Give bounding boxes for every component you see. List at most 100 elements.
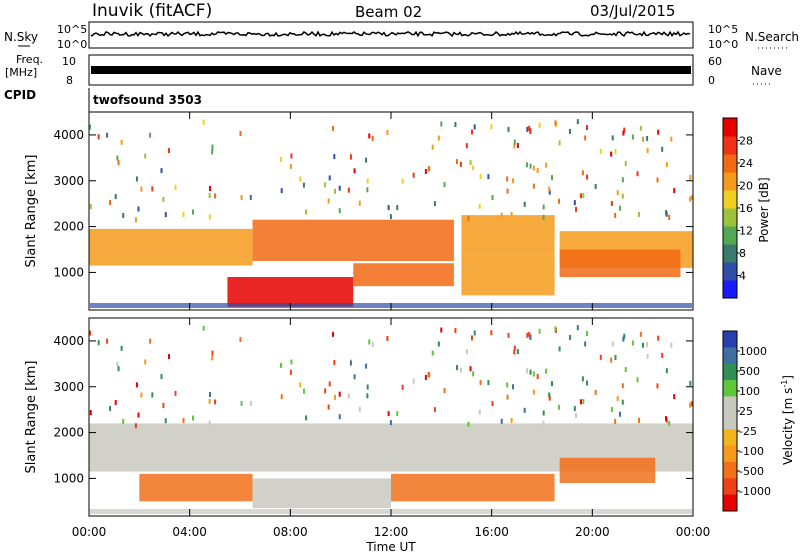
power-speckle <box>623 127 626 133</box>
power-speckle <box>211 149 214 155</box>
velocity-speckle <box>548 395 551 401</box>
velocity-colorbar-tick-label: 100 <box>739 385 760 398</box>
velocity-speckle <box>646 353 649 359</box>
power-speckle <box>516 142 519 148</box>
velocity-echoes <box>89 325 693 514</box>
power-echo-band <box>559 249 681 277</box>
power-speckle <box>542 214 545 220</box>
velocity-speckle <box>396 411 399 417</box>
power-speckle <box>479 173 482 179</box>
velocity-colorbar-swatch <box>723 429 737 447</box>
velocity-speckle <box>387 411 390 417</box>
power-speckle <box>324 182 327 188</box>
cpid-value: twofsound 3503 <box>93 93 202 107</box>
velocity-speckle <box>599 354 602 360</box>
power-speckle <box>665 210 668 216</box>
power-speckle <box>569 128 572 134</box>
velocity-speckle <box>327 404 330 410</box>
velocity-speckle <box>365 363 368 369</box>
velocity-speckle <box>638 417 641 423</box>
velocity-speckle <box>134 423 137 429</box>
velocity-speckle <box>412 378 415 384</box>
velocity-speckle <box>478 409 481 415</box>
velocity-speckle <box>491 401 494 407</box>
velocity-speckle <box>616 396 619 402</box>
velocity-speckle <box>338 391 341 397</box>
power-speckle <box>302 182 305 188</box>
power-speckle <box>550 175 553 181</box>
power-speckle <box>114 194 117 200</box>
velocity-speckle <box>469 366 472 372</box>
power-speckle <box>668 214 671 220</box>
power-speckle <box>144 153 147 159</box>
power-colorbar-swatch <box>723 262 737 281</box>
velocity-speckle <box>368 339 371 345</box>
velocity-panel: 1000 2000 3000 4000 <box>53 317 694 517</box>
power-speckle <box>456 159 459 165</box>
cpid-label: CPID <box>4 88 36 102</box>
power-speckle <box>117 160 120 166</box>
velocity-speckle <box>174 390 177 396</box>
velocity-speckle <box>454 328 457 334</box>
velocity-speckle <box>338 414 341 420</box>
velocity-speckle <box>151 392 154 398</box>
velocity-speckle <box>211 355 214 361</box>
power-speckle <box>584 135 587 141</box>
velocity-speckle <box>639 331 642 337</box>
power-speckle <box>616 190 619 196</box>
velocity-speckle <box>581 376 584 382</box>
velocity-speckle <box>164 418 167 424</box>
velocity-speckle <box>575 412 578 418</box>
velocity-speckle <box>114 400 117 406</box>
velocity-speckle <box>202 325 205 331</box>
velocity-speckle <box>641 342 644 348</box>
velocity-speckle <box>573 406 576 412</box>
velocity-speckle <box>487 380 490 386</box>
power-speckle <box>558 140 561 146</box>
velocity-speckle <box>440 327 443 333</box>
power-speckle <box>290 153 293 159</box>
velocity-colorbar-swatch <box>723 396 737 414</box>
x-tick-label: 00:00 <box>72 525 107 539</box>
velocity-speckle <box>512 384 515 390</box>
power-speckle <box>636 171 639 177</box>
velocity-colorbar-tick-label: -25 <box>739 425 757 438</box>
power-colorbar-swatch <box>723 154 737 173</box>
power-speckle <box>490 124 493 130</box>
velocity-speckle <box>536 374 539 380</box>
station-title: Inuvik (fitACF) <box>92 1 212 21</box>
velocity-speckle <box>443 388 446 394</box>
power-speckle <box>333 154 336 160</box>
velocity-speckle <box>299 382 302 388</box>
power-ytick-label: 3000 <box>53 174 84 188</box>
velocity-speckle <box>668 420 671 426</box>
velocity-speckle <box>523 407 526 413</box>
velocity-speckle <box>472 371 475 377</box>
velocity-speckle <box>349 360 352 366</box>
power-speckle <box>137 206 140 212</box>
power-speckle <box>191 209 194 215</box>
velocity-speckle <box>371 341 374 347</box>
velocity-speckle <box>437 341 440 347</box>
velocity-speckle <box>558 346 561 352</box>
power-colorbar-tick-label: 16 <box>739 202 753 215</box>
power-speckle <box>532 183 535 189</box>
velocity-speckle <box>532 389 535 395</box>
velocity-speckle <box>386 336 389 342</box>
velocity-colorbar-tick-label: 1000 <box>739 345 767 358</box>
power-speckle <box>470 129 473 135</box>
power-speckle <box>214 193 217 199</box>
velocity-speckle <box>586 380 589 386</box>
power-speckle <box>512 178 515 184</box>
velocity-speckle <box>333 360 336 366</box>
power-speckle <box>280 156 283 162</box>
power-speckle <box>558 198 561 204</box>
nsearch-tick-bottom: 10^0 <box>708 38 738 51</box>
velocity-speckle <box>621 399 624 405</box>
power-speckle <box>513 139 516 145</box>
power-colorbar-tick-label: 24 <box>739 157 753 170</box>
power-speckle <box>89 124 92 130</box>
power-speckle <box>149 132 152 138</box>
velocity-speckle <box>690 401 693 407</box>
power-speckle <box>548 186 551 192</box>
